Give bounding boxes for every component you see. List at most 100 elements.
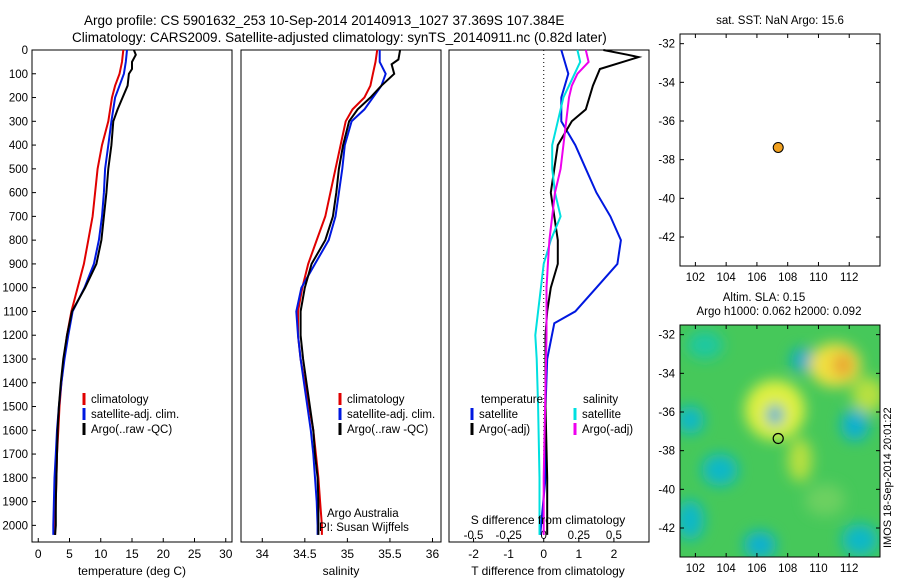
salinity-xtick-label: 34 xyxy=(256,547,270,561)
salinity-legend-label: satellite-adj. clim. xyxy=(347,409,435,421)
temperature-xlabel: temperature (deg C) xyxy=(78,564,186,578)
temperature-legend-label: Argo(..raw -QC) xyxy=(91,424,172,436)
temperature-legend-label: satellite-adj. clim. xyxy=(91,409,179,421)
temperature-ytick-label: 0 xyxy=(22,45,28,57)
temperature-xtick-label: 30 xyxy=(219,547,233,561)
location-xtick-label: 110 xyxy=(809,272,827,284)
sla_map-ytick-label: -32 xyxy=(658,330,675,342)
location-map-axes xyxy=(679,33,881,267)
temperature-xtick-label: 0 xyxy=(35,547,42,561)
temperature-series-line xyxy=(52,49,128,535)
location-chart: 102 104 106 108 110 112 -32 -34 -36 -38 -40 -42 xyxy=(658,34,880,284)
temperature-ytick-label: 900 xyxy=(9,259,28,271)
difference-series-line xyxy=(539,49,622,535)
salinity-xtick-label: 34.5 xyxy=(293,547,317,561)
difference-top-xtick-label: 0.5 xyxy=(606,530,622,542)
temperature-ytick-label: 100 xyxy=(9,69,28,81)
difference-top-xtick-label: -0.5 xyxy=(464,530,484,542)
header-title: Argo profile: CS 5901632_253 10-Sep-2014… xyxy=(84,13,564,28)
temperature-ytick-label: 200 xyxy=(9,93,28,105)
temperature-ytick-label: 1100 xyxy=(3,306,28,318)
temperature-ytick-label: 500 xyxy=(9,164,28,176)
difference-legend-label: satellite xyxy=(582,409,621,421)
sla_map-xtick-label: 108 xyxy=(778,563,797,575)
temperature-xtick-label: 20 xyxy=(157,547,171,561)
temperature-ytick-label: 300 xyxy=(9,116,28,128)
salinity-series-line xyxy=(299,49,402,535)
sla_map-ytick-label: -40 xyxy=(658,484,675,496)
location-xtick-label: 108 xyxy=(778,272,797,284)
location-ytick-label: -32 xyxy=(658,39,675,51)
sla-map-axes xyxy=(679,324,881,558)
difference-series-line xyxy=(542,49,590,535)
sla_map-xtick-label: 104 xyxy=(717,563,737,575)
salinity-annotation-line1: Argo Australia xyxy=(327,508,399,520)
difference-xtick-label: 0 xyxy=(540,547,547,561)
difference-top-xtick-label: 0 xyxy=(541,530,547,542)
difference-xtick-label: 2 xyxy=(611,547,618,561)
difference-xtick-label: -2 xyxy=(468,547,479,561)
float-position-marker xyxy=(772,141,784,153)
temperature-ytick-label: 400 xyxy=(9,140,28,152)
location-ytick-label: -38 xyxy=(658,155,675,167)
temperature-ytick-label: 1000 xyxy=(2,283,28,295)
temperature-xtick-label: 15 xyxy=(125,547,139,561)
temperature-ytick-label: 1200 xyxy=(2,330,28,342)
location-xtick-label: 106 xyxy=(747,272,766,284)
sla-title-line2: Argo h1000: 0.062 h2000: 0.092 xyxy=(697,306,862,318)
temperature-ytick-label: 1300 xyxy=(2,354,28,366)
sla_map-xtick-label: 112 xyxy=(840,563,858,575)
imos-side-label: IMOS 18-Sep-2014 20:01:22 xyxy=(882,407,894,548)
header-subtitle: Climatology: CARS2009. Satellite-adjuste… xyxy=(72,30,607,45)
temperature-axes xyxy=(31,49,233,543)
difference-chart: -2 -1 0 1 2 -0.5 -0.25 0 0.25 0.5 temperature salin… xyxy=(464,49,643,561)
temperature-xtick-label: 10 xyxy=(94,547,108,561)
difference-top-xlabel: S difference from climatology xyxy=(471,513,626,527)
difference-legend-title: temperature xyxy=(481,394,543,406)
sla_map-ytick-label: -42 xyxy=(658,523,675,535)
temperature-ytick-label: 1400 xyxy=(2,378,28,390)
difference-xtick-label: 1 xyxy=(575,547,582,561)
salinity-series-line xyxy=(295,50,387,535)
temperature-ytick-label: 1800 xyxy=(2,473,28,485)
temperature-ytick-label: 1500 xyxy=(2,402,28,414)
sla-heatmap xyxy=(680,325,880,557)
sla_map-ytick-label: -34 xyxy=(658,368,675,380)
salinity-xtick-label: 35.5 xyxy=(378,547,402,561)
difference-xlabel: T difference from climatology xyxy=(471,564,625,578)
location-title: sat. SST: NaN Argo: 15.6 xyxy=(716,15,844,27)
location-ytick-label: -40 xyxy=(658,193,675,205)
temperature-ytick-label: 600 xyxy=(9,188,28,200)
salinity-xtick-label: 35 xyxy=(341,547,355,561)
float-position-marker xyxy=(772,432,784,445)
temperature-ytick-label: 700 xyxy=(9,211,28,223)
difference-series-line xyxy=(534,49,582,535)
temperature-ytick-label: 2000 xyxy=(2,520,28,532)
location-xtick-label: 112 xyxy=(840,272,858,284)
temperature-series-line xyxy=(54,49,137,535)
salinity-legend-label: Argo(..raw -QC) xyxy=(347,424,428,436)
salinity-legend-label: climatology xyxy=(347,394,405,406)
temperature-ytick-label: 800 xyxy=(9,235,28,247)
sla_map-xtick-label: 110 xyxy=(809,563,827,575)
salinity-series-line xyxy=(297,49,379,535)
temperature-xtick-label: 5 xyxy=(66,547,73,561)
difference-legend-title: salinity xyxy=(583,394,618,406)
salinity-chart: 34 34.5 35 35.5 36 climatology satellite-adj. … xyxy=(256,49,439,561)
sla_map-ytick-label: -38 xyxy=(658,446,675,458)
difference-legend-label: Argo(-adj) xyxy=(582,424,633,436)
location-xtick-label: 102 xyxy=(686,272,705,284)
temperature-ytick-label: 1600 xyxy=(2,425,28,437)
temperature-legend-label: climatology xyxy=(91,394,149,406)
location-ytick-label: -34 xyxy=(658,77,675,89)
difference-xtick-label: -1 xyxy=(503,547,514,561)
salinity-axes xyxy=(240,49,442,543)
location-xtick-label: 104 xyxy=(717,272,737,284)
difference-legend-label: satellite xyxy=(479,409,518,421)
sla_map-xtick-label: 106 xyxy=(747,563,766,575)
location-ytick-label: -36 xyxy=(658,116,675,128)
sla_map-ytick-label: -36 xyxy=(658,407,675,419)
location-ytick-label: -42 xyxy=(658,232,675,244)
temperature-ytick-label: 1900 xyxy=(2,497,28,509)
